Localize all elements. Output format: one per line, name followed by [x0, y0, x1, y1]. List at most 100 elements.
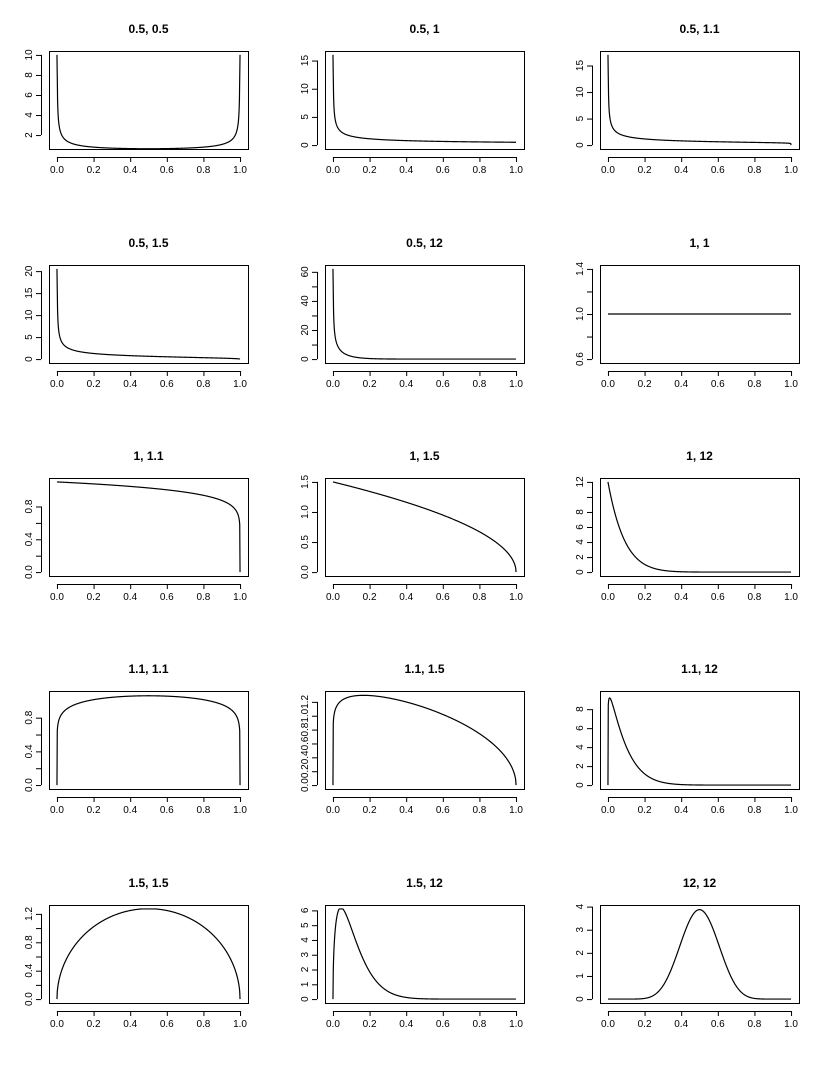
y-tick-label: 6 [575, 524, 586, 530]
y-tick-label: 10 [24, 49, 35, 61]
x-tick-label: 0.8 [196, 805, 210, 816]
x-tick-label: 0.4 [399, 379, 413, 390]
x-tick-label: 0.2 [638, 165, 652, 176]
x-tick-label: 0.4 [674, 165, 688, 176]
panel-title: 0.5, 1.5 [128, 236, 168, 250]
y-tick-label: 10 [575, 86, 586, 98]
y-tick-label: 0.5 [300, 535, 311, 549]
density-curve [607, 909, 792, 1000]
panel-9: 1, 12 0.0 0.2 0.4 0.6 0.8 1.0 0 2 4 6 8 12 [575, 449, 800, 603]
plot-frame [49, 905, 249, 1004]
panel-title: 1.1, 1.5 [404, 662, 444, 676]
density-curve [56, 695, 241, 786]
panel-title: 1.5, 1.5 [128, 876, 168, 890]
panel-title: 0.5, 12 [406, 236, 443, 250]
panel-title: 12, 12 [683, 876, 717, 890]
y-tick-label: 1 [300, 981, 311, 987]
y-tick-label: 0.0 [24, 992, 35, 1006]
x-tick-label: 0.8 [472, 165, 486, 176]
x-tick-label: 0.8 [747, 379, 761, 390]
panel-15: 12, 12 0.0 0.2 0.4 0.6 0.8 1.0 0 1 2 3 4 [575, 876, 800, 1030]
x-tick-label: 0.6 [160, 592, 174, 603]
x-tick-label: 0.0 [601, 379, 615, 390]
x-tick-label: 0.4 [399, 1019, 413, 1030]
x-tick-label: 0.6 [436, 1019, 450, 1030]
y-tick-label: 0 [24, 356, 35, 362]
x-tick-label: 0.0 [326, 1019, 340, 1030]
panel-10: 1.1, 1.1 0.0 0.2 0.4 0.6 0.8 1.0 0.0 0.4 0.8 [24, 662, 249, 816]
x-tick-label: 1.0 [509, 1019, 523, 1030]
x-tick-label: 0.8 [747, 592, 761, 603]
plot-frame [325, 691, 525, 790]
x-tick-label: 1.0 [233, 165, 247, 176]
density-curve [332, 54, 517, 143]
x-tick-label: 0.2 [87, 1019, 101, 1030]
y-tick-label: 2 [575, 950, 586, 956]
y-tick-label: 2 [575, 763, 586, 769]
x-tick-label: 0.6 [711, 805, 725, 816]
y-tick-label: 3 [300, 952, 311, 958]
x-tick-label: 0.0 [601, 165, 615, 176]
plot-frame [600, 265, 800, 364]
x-tick-label: 0.0 [50, 379, 64, 390]
x-tick-label: 0.2 [638, 379, 652, 390]
x-tick-label: 0.8 [196, 1019, 210, 1030]
x-tick-label: 0.4 [674, 379, 688, 390]
y-tick-label: 4 [24, 112, 35, 118]
y-tick-label: 15 [300, 55, 311, 67]
panel-title: 0.5, 0.5 [128, 22, 168, 36]
x-tick-label: 0.2 [363, 592, 377, 603]
y-tick-label: 0.2 [300, 764, 311, 778]
x-tick-label: 0.0 [50, 592, 64, 603]
x-tick-label: 0.4 [123, 592, 137, 603]
panel-title: 1.5, 12 [406, 876, 443, 890]
x-tick-label: 1.0 [509, 379, 523, 390]
y-tick-label: 0 [575, 782, 586, 788]
y-tick-label: 10 [24, 309, 35, 321]
y-tick-label: 20 [24, 265, 35, 277]
plot-frame [600, 691, 800, 790]
y-tick-label: 0 [575, 142, 586, 148]
y-tick-label: 15 [24, 287, 35, 299]
x-tick-label: 0.2 [87, 379, 101, 390]
panel-title: 0.5, 1 [409, 22, 439, 36]
y-tick-label: 1.0 [575, 307, 586, 321]
y-tick-label: 5 [575, 115, 586, 121]
panel-14: 1.5, 12 0.0 0.2 0.4 0.6 0.8 1.0 0 1 2 3 4 5 6 [300, 876, 525, 1030]
y-tick-label: 0 [575, 996, 586, 1002]
y-tick-label: 0.8 [24, 499, 35, 513]
y-tick-label: 5 [300, 922, 311, 928]
x-tick-label: 0.0 [50, 165, 64, 176]
x-tick-label: 0.6 [436, 805, 450, 816]
x-tick-label: 0.2 [638, 592, 652, 603]
y-tick-label: 4 [575, 744, 586, 750]
y-tick-label: 6 [24, 92, 35, 98]
x-tick-label: 1.0 [784, 592, 798, 603]
x-tick-label: 1.0 [784, 165, 798, 176]
plot-frame [49, 691, 249, 790]
x-tick-label: 0.2 [87, 165, 101, 176]
panel-title: 1, 1.5 [409, 449, 439, 463]
x-tick-label: 0.6 [711, 592, 725, 603]
y-tick-label: 40 [300, 295, 311, 307]
x-tick-label: 0.8 [472, 1019, 486, 1030]
plot-frame [325, 905, 525, 1004]
x-tick-label: 0.2 [638, 1019, 652, 1030]
panel-title: 0.5, 1.1 [679, 22, 719, 36]
panel-title: 1, 12 [686, 449, 713, 463]
y-tick-label: 0.0 [300, 778, 311, 792]
x-tick-label: 0.8 [196, 592, 210, 603]
density-curve [332, 481, 517, 573]
y-tick-label: 0 [300, 356, 311, 362]
x-tick-label: 1.0 [509, 805, 523, 816]
panel-title: 1, 1 [689, 236, 709, 250]
x-tick-label: 0.4 [123, 1019, 137, 1030]
x-tick-label: 0.0 [601, 1019, 615, 1030]
plot-frame [325, 478, 525, 577]
y-tick-label: 1 [575, 973, 586, 979]
y-tick-label: 0.4 [24, 744, 35, 758]
x-tick-label: 1.0 [784, 379, 798, 390]
y-tick-label: 1.0 [300, 505, 311, 519]
x-tick-label: 0.0 [326, 592, 340, 603]
plot-frame [325, 265, 525, 364]
